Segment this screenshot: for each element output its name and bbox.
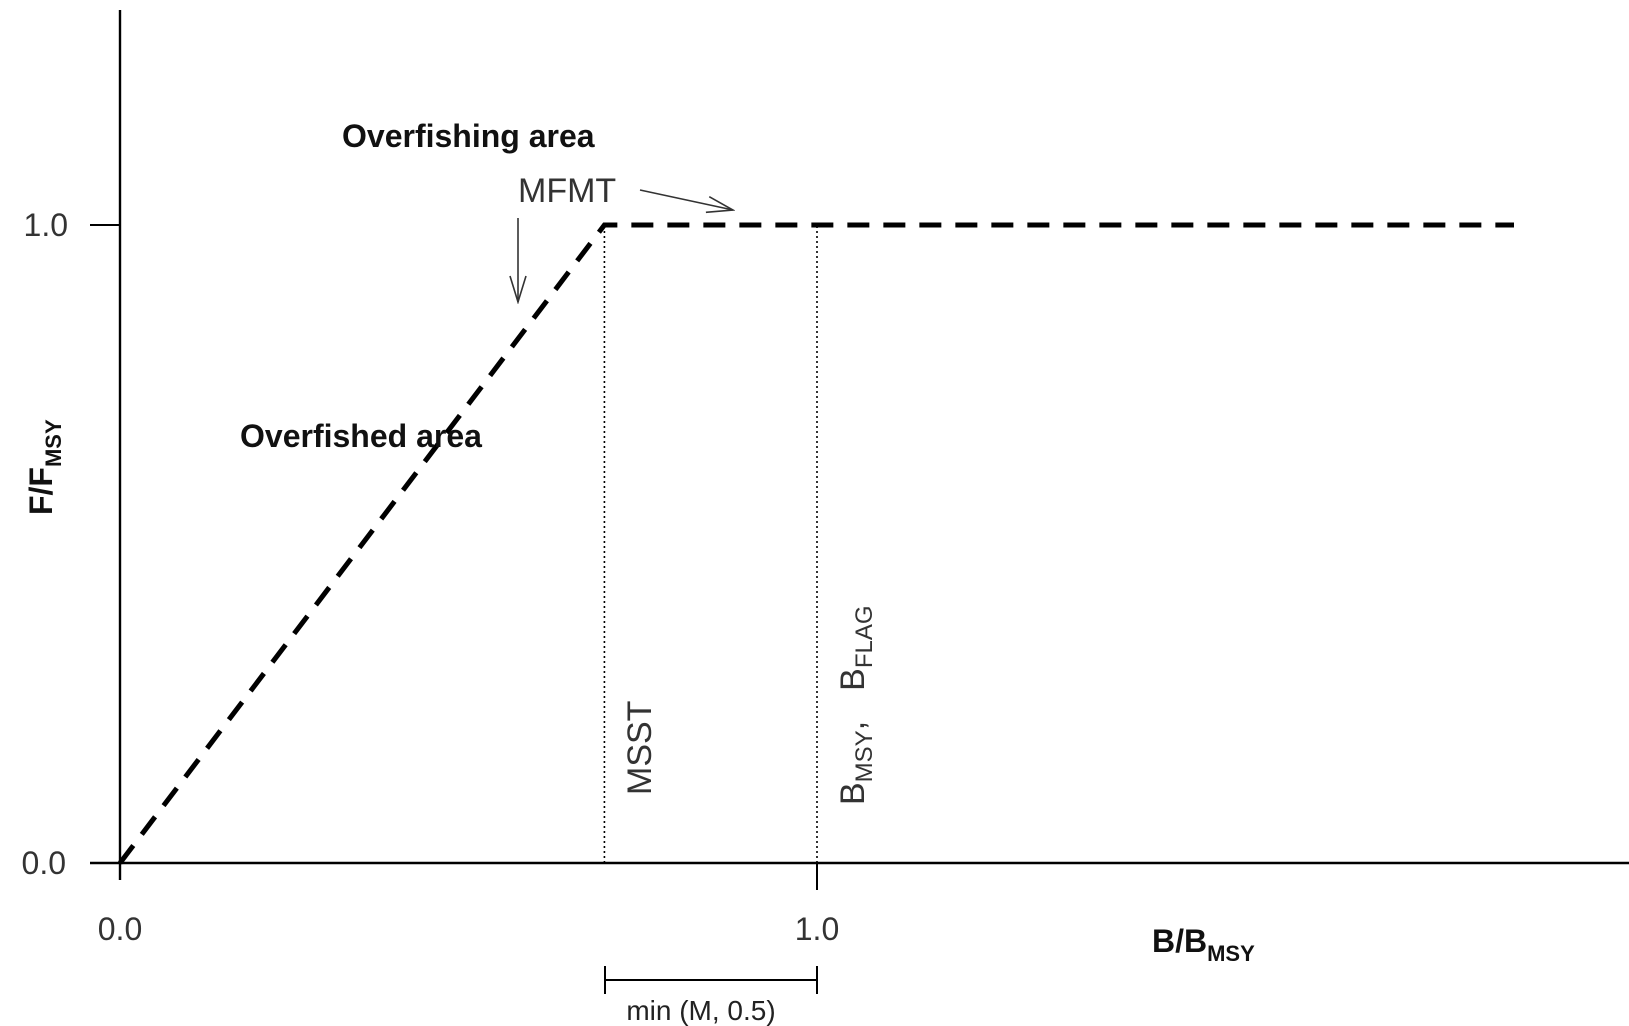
y-axis-title-main: F/F — [23, 467, 59, 515]
msst-label: MSST — [621, 701, 659, 795]
y-axis-title-sub: MSY — [41, 419, 66, 467]
mfmt-arrow-right — [639, 189, 733, 210]
overfished-area-label: Overfished area — [240, 418, 482, 454]
bracket-label: min (M, 0.5) — [626, 995, 775, 1026]
bmsy-bflag-label: BMSY,BFLAG — [834, 605, 878, 805]
bmsy-sub: MSY — [851, 730, 878, 782]
x-tick-label-0: 0.0 — [98, 911, 142, 947]
x-tick-label-1: 1.0 — [795, 911, 839, 947]
reference-lines — [603, 225, 818, 863]
x-axis-title-sub: MSY — [1207, 941, 1255, 966]
mfmt-label: MFMT — [518, 172, 616, 210]
label-separator: , — [834, 721, 872, 730]
x-axis-title: B/BMSY — [1152, 923, 1255, 966]
series-layer — [118, 222, 1514, 865]
bmsy-b: B — [834, 782, 872, 805]
y-axis-title: F/FMSY — [23, 419, 66, 515]
min-m-bracket — [604, 966, 818, 994]
y-tick-label-0: 0.0 — [22, 845, 66, 881]
bflag-b: B — [834, 668, 872, 691]
overfishing-area-label: Overfishing area — [342, 118, 595, 154]
x-axis-title-main: B/B — [1152, 923, 1207, 959]
control-rule-line-0 — [118, 222, 1514, 865]
bflag-sub: FLAG — [851, 605, 878, 668]
y-tick-label-1: 1.0 — [24, 207, 68, 243]
